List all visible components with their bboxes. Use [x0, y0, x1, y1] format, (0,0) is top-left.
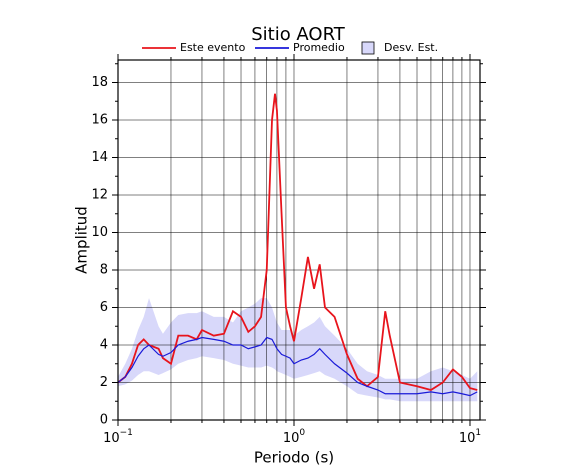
std-band: [118, 298, 478, 402]
series-line: [117, 336, 478, 397]
y-tick-label: 14: [91, 150, 108, 165]
legend-label: Desv. Est.: [384, 41, 438, 54]
chart-title: Sitio AORT: [251, 24, 346, 45]
series-line: [117, 93, 478, 391]
y-tick-label: 2: [100, 375, 108, 390]
y-tick-label: 4: [100, 338, 108, 353]
x-tick-exponent: −1: [120, 428, 133, 438]
plot-frame: [117, 59, 481, 421]
x-tick-label: 10−1: [103, 428, 133, 446]
y-tick-label: 16: [91, 113, 108, 128]
legend-label: Promedio: [293, 41, 345, 54]
y-tick-label: 18: [91, 75, 108, 90]
x-tick-base: 10: [103, 431, 120, 446]
y-tick-label: 6: [100, 300, 108, 315]
x-tick-exponent: 1: [475, 428, 481, 438]
legend: Este evento Promedio Desv. Est.: [142, 41, 438, 55]
y-tick-label: 8: [100, 263, 108, 278]
y-axis-label: Amplitud: [73, 206, 91, 274]
x-axis-label: Periodo (s): [254, 449, 334, 467]
y-tick-label: 10: [91, 225, 108, 240]
x-tick-label: 101: [459, 428, 481, 446]
x-tick-base: 10: [459, 431, 476, 446]
x-tick-label: 100: [283, 428, 306, 446]
x-tick-base: 10: [283, 431, 300, 446]
y-tick-label: 0: [100, 413, 108, 428]
legend-swatch: [361, 41, 375, 55]
y-tick-label: 12: [91, 188, 108, 203]
x-tick-exponent: 0: [299, 428, 305, 438]
legend-label: Este evento: [180, 41, 246, 54]
